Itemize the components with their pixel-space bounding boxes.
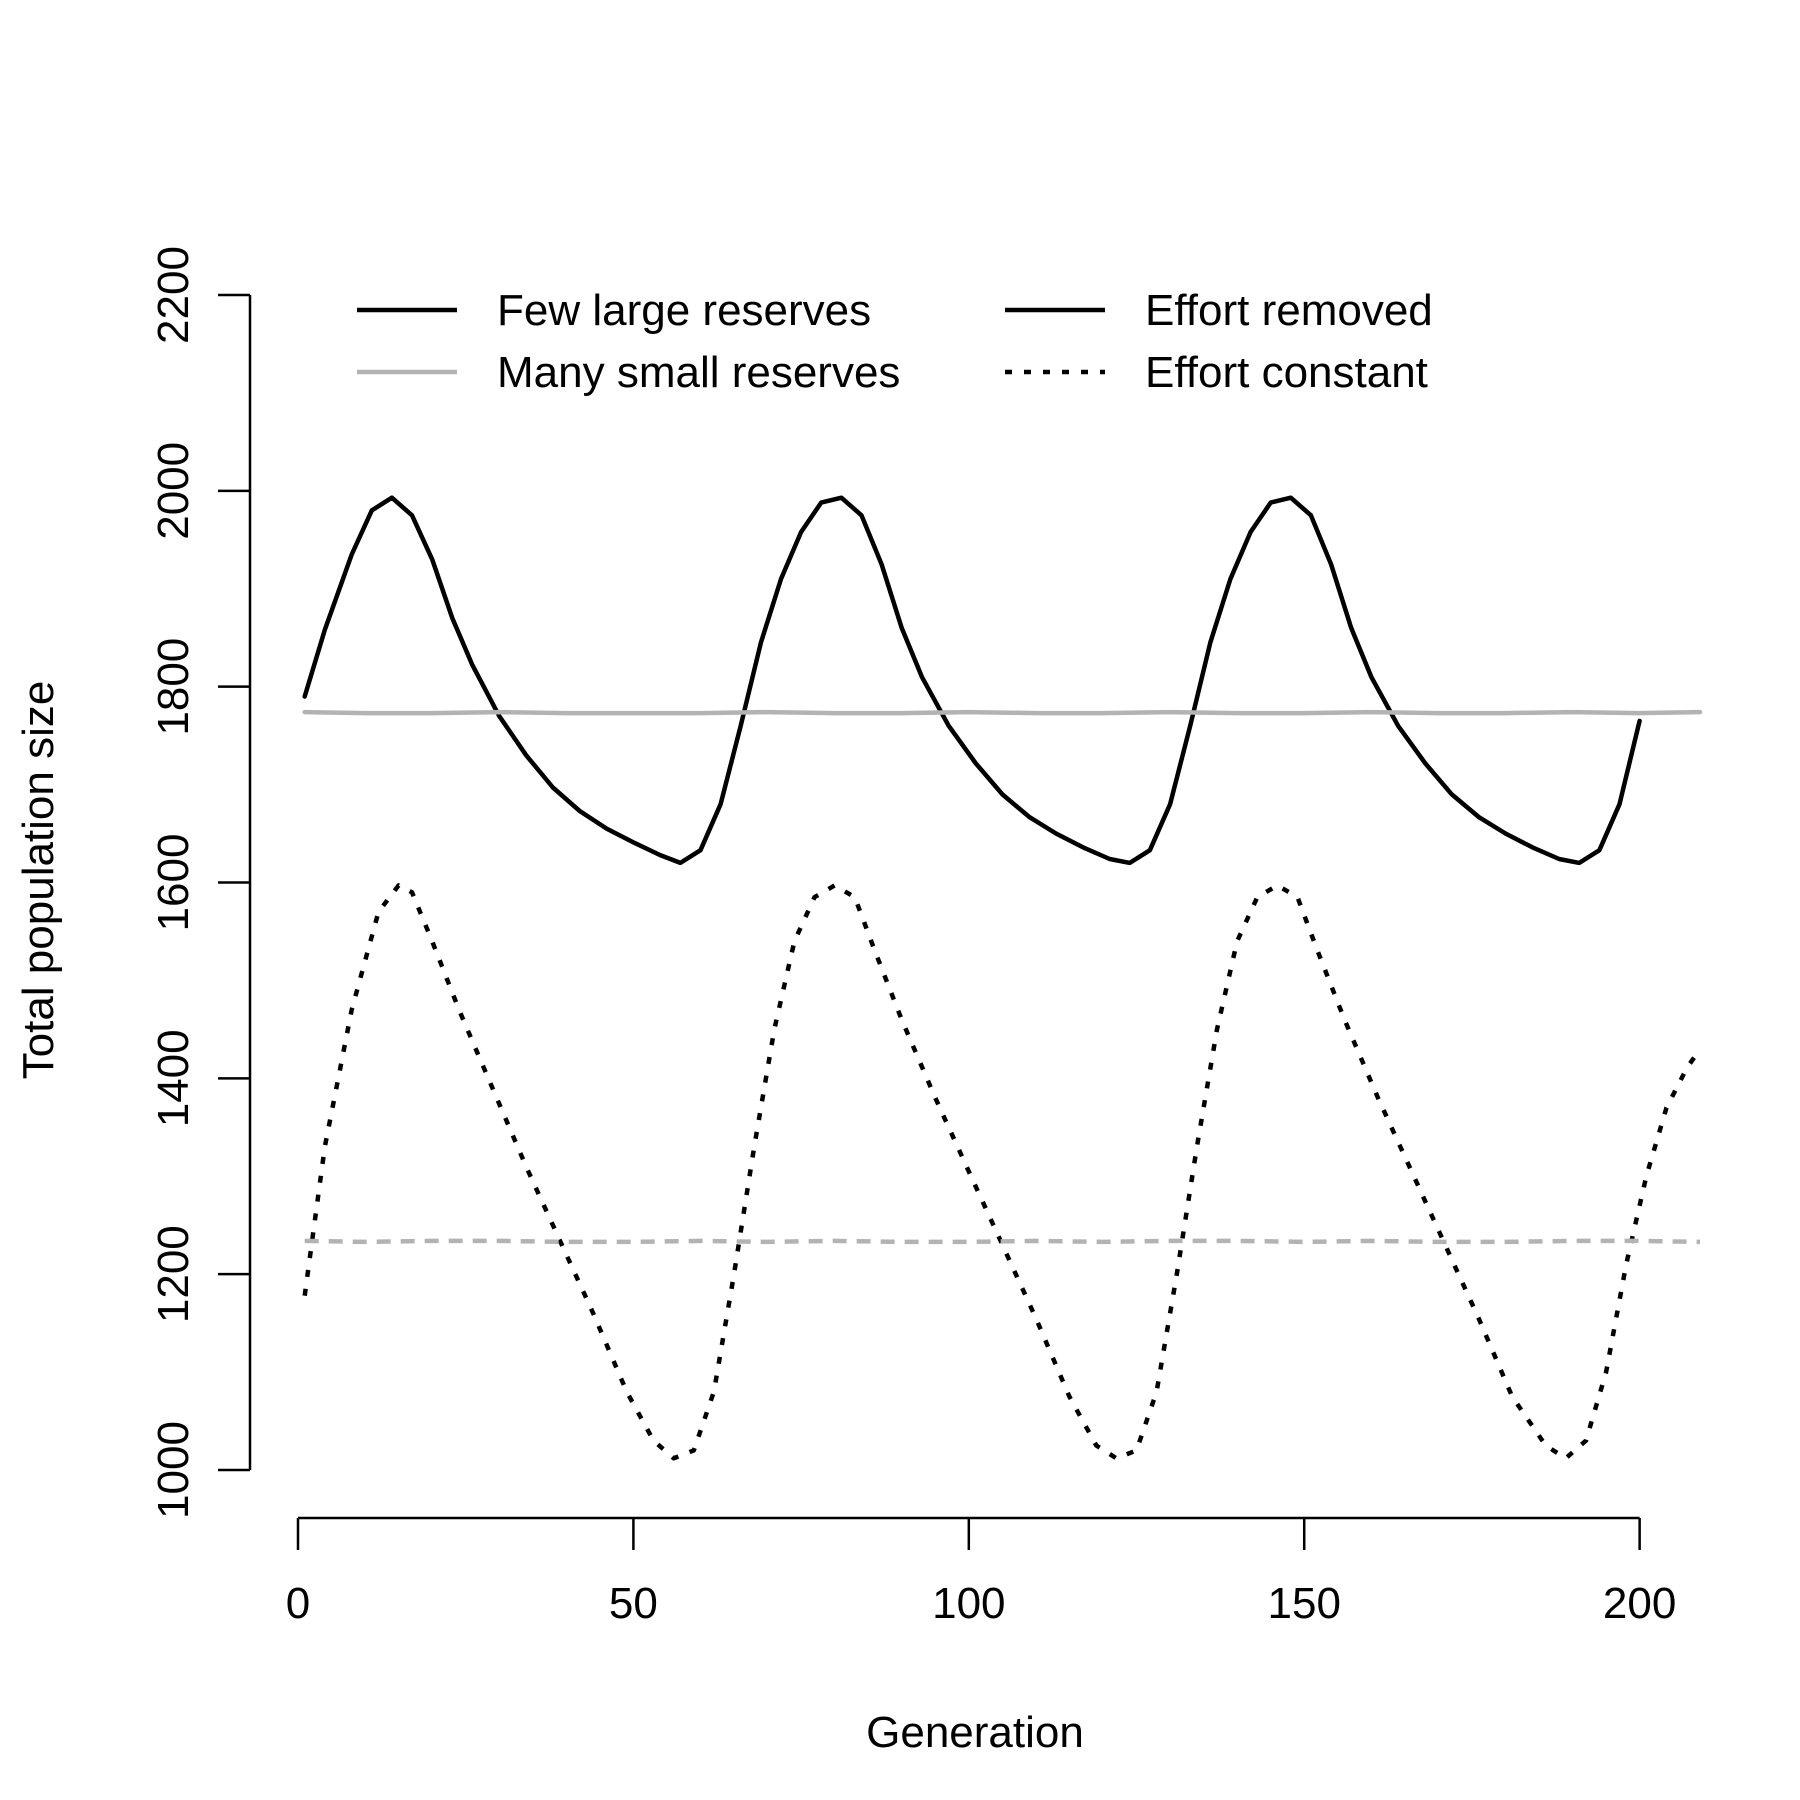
y-tick-label: 1000 xyxy=(149,1421,198,1519)
series-line-2 xyxy=(302,709,1703,716)
series-line-1 xyxy=(302,495,1642,866)
legend-label-3: Effort removed xyxy=(1145,286,1433,335)
legend: Few large reserves Many small reserves Eff… xyxy=(357,286,1433,397)
y-ticks: 1000 1200 1400 1600 1800 2000 2200 xyxy=(149,246,250,1519)
y-axis-title: Total population size xyxy=(14,681,63,1080)
legend-label-4: Effort constant xyxy=(1145,348,1428,397)
y-tick-label: 1200 xyxy=(149,1225,198,1323)
x-tick-label: 200 xyxy=(1603,1579,1676,1628)
y-tick-label: 1800 xyxy=(149,638,198,736)
legend-label-2: Many small reserves xyxy=(497,348,900,397)
x-tick-label: 50 xyxy=(609,1579,658,1628)
y-tick-label: 2200 xyxy=(149,246,198,344)
y-axis: 1000 1200 1400 1600 1800 2000 2200 xyxy=(149,246,252,1519)
legend-label-1: Few large reserves xyxy=(497,286,871,335)
series-line-3 xyxy=(302,883,1702,1461)
x-ticks: 0 50 100 150 200 xyxy=(286,1518,1676,1628)
x-axis-title: Generation xyxy=(866,1708,1084,1757)
series-group xyxy=(302,495,1703,1461)
series-line-4 xyxy=(304,1238,1701,1245)
x-tick-label: 0 xyxy=(286,1579,310,1628)
y-tick-label: 1600 xyxy=(149,834,198,932)
x-axis: 0 50 100 150 200 xyxy=(286,1516,1676,1628)
y-tick-label: 2000 xyxy=(149,442,198,540)
x-tick-label: 150 xyxy=(1268,1579,1341,1628)
y-tick-label: 1400 xyxy=(149,1029,198,1127)
x-tick-label: 100 xyxy=(932,1579,1005,1628)
